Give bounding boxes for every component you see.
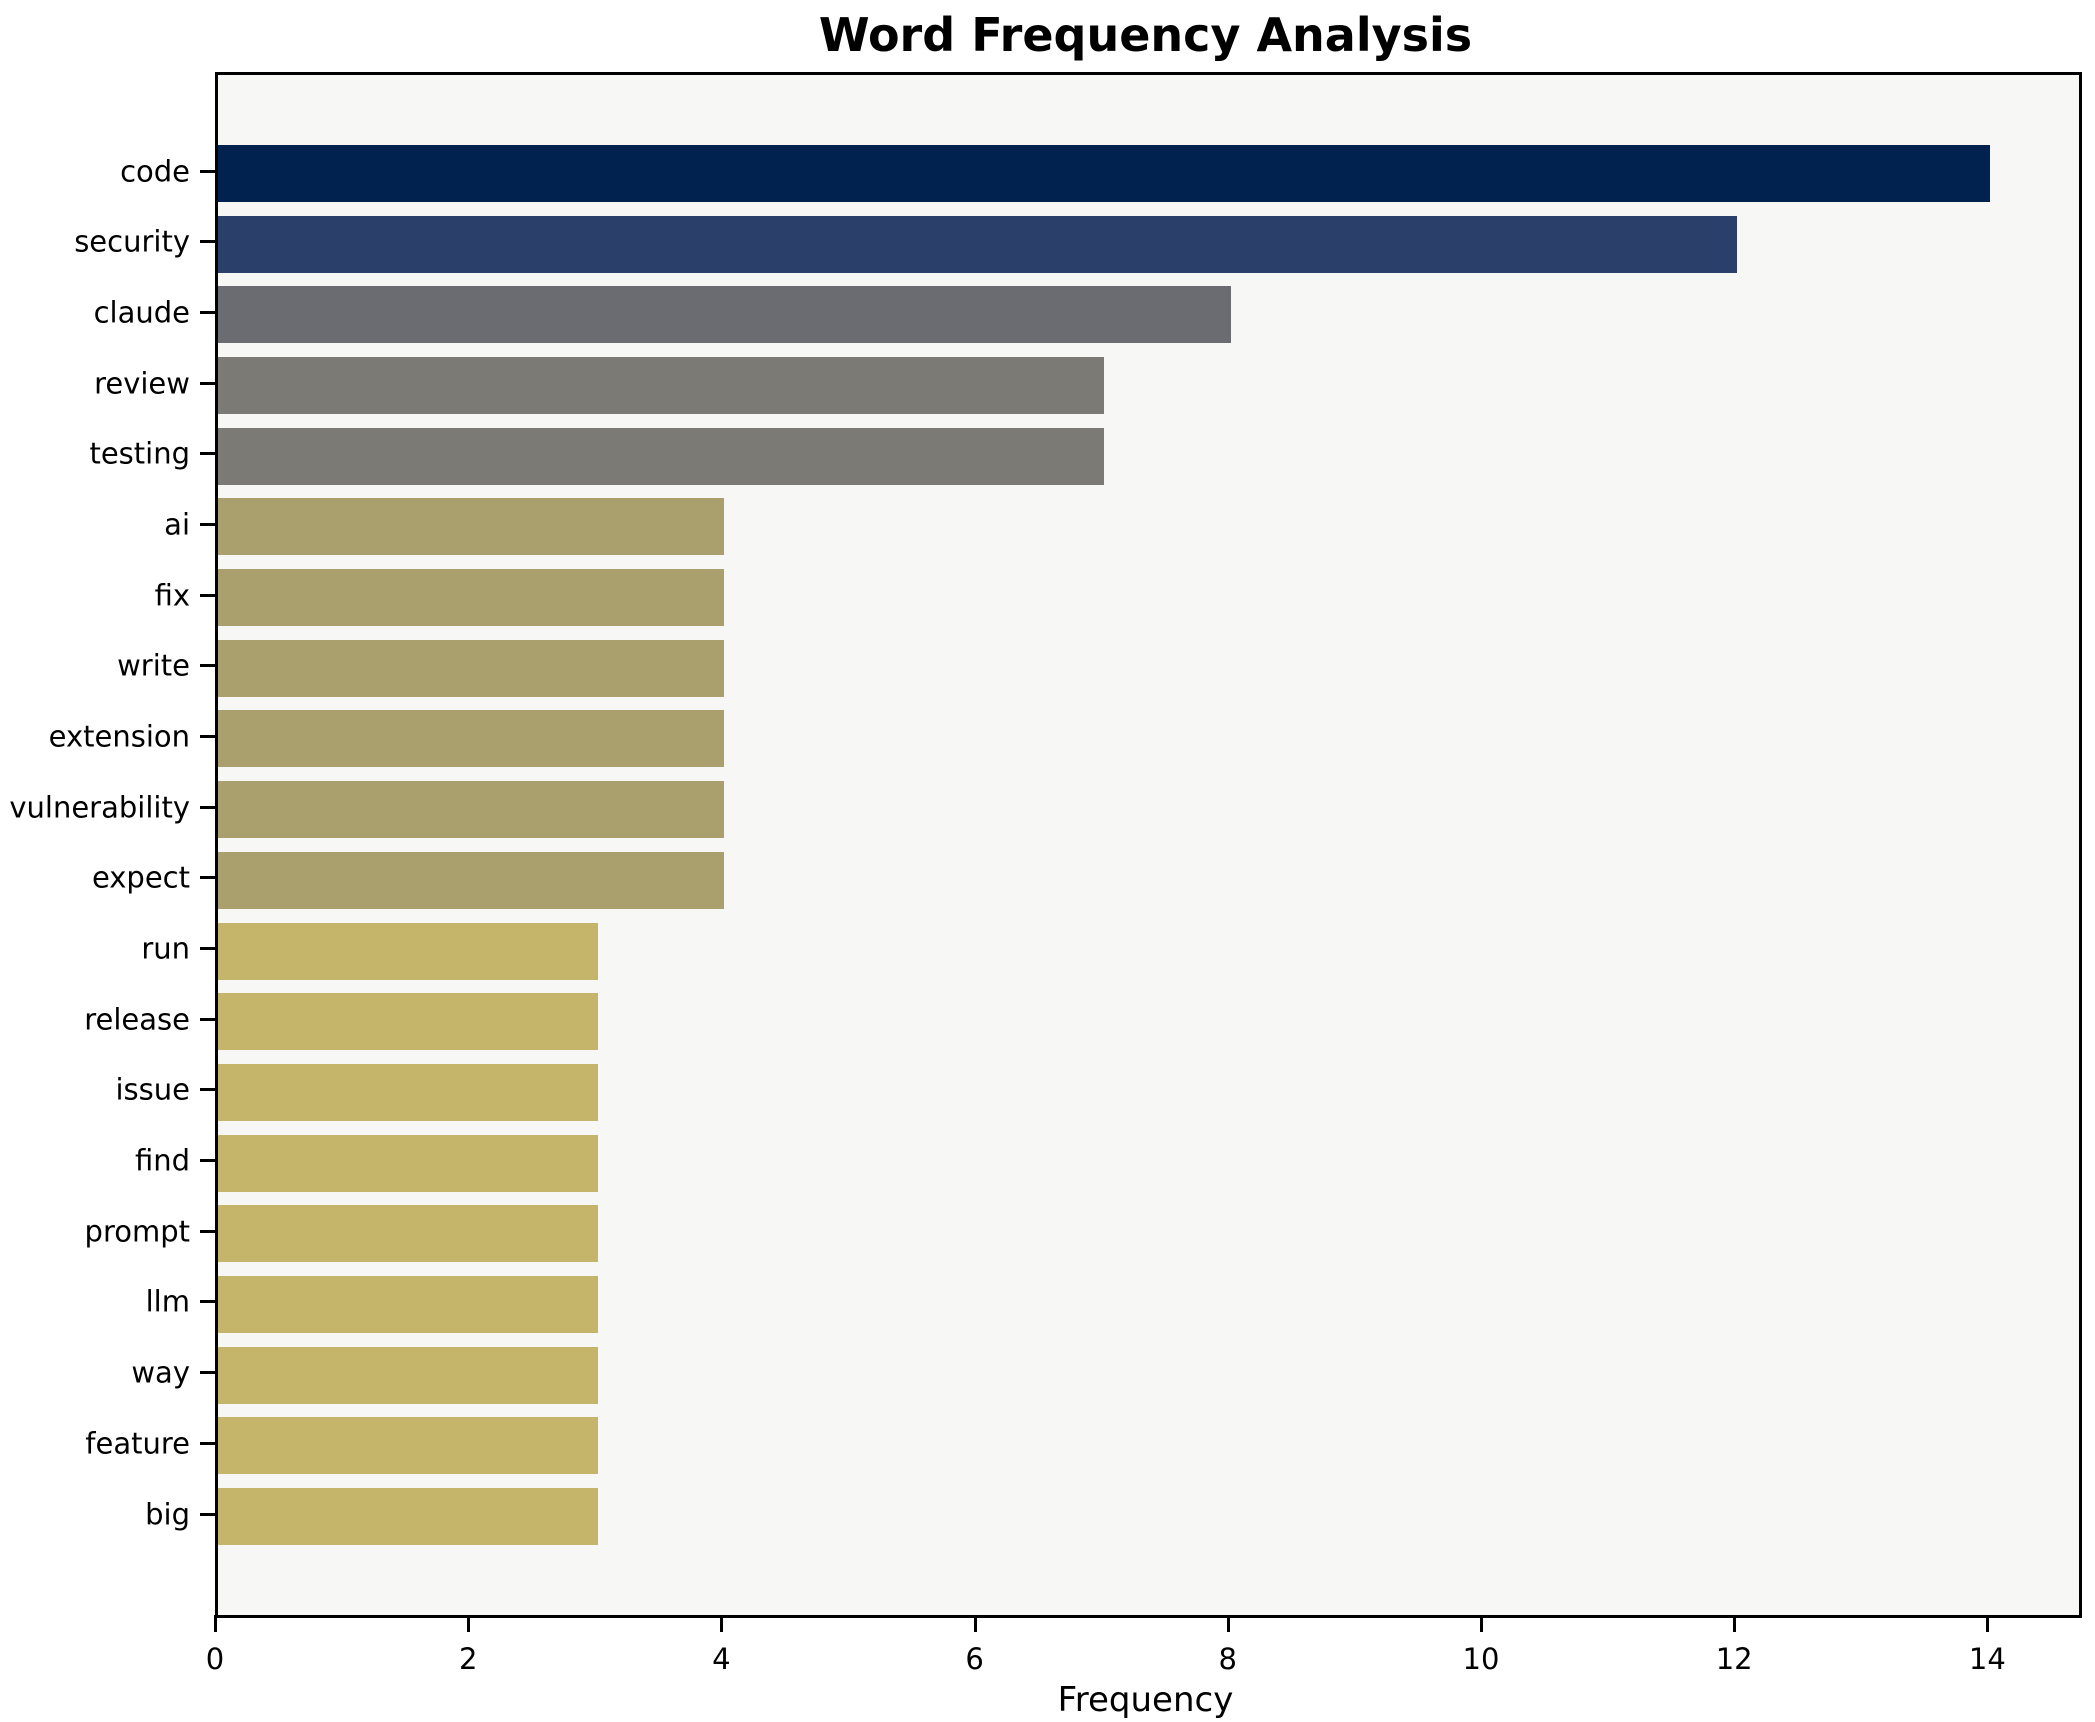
bar-prompt: [218, 1205, 598, 1263]
y-tick-label: security: [74, 224, 190, 259]
bar-run: [218, 922, 598, 980]
bar-vulnerability: [218, 781, 725, 839]
y-tick-mark: [200, 664, 215, 668]
y-tick-mark: [200, 1229, 215, 1233]
x-tick-label: 0: [205, 1642, 225, 1676]
y-tick-label: claude: [93, 295, 190, 330]
y-tick-label: extension: [48, 719, 190, 754]
y-tick-mark: [200, 734, 215, 738]
y-tick-mark: [200, 593, 215, 597]
y-tick-label: code: [120, 154, 190, 188]
y-tick-mark: [200, 1371, 215, 1375]
y-tick-label: vulnerability: [9, 790, 190, 825]
x-tick-label: 12: [1715, 1642, 1753, 1676]
y-tick-label: write: [117, 648, 190, 683]
bar-find: [218, 1134, 598, 1192]
y-tick-mark: [200, 1159, 215, 1163]
y-tick-label: way: [131, 1355, 190, 1390]
chart-title: Word Frequency Analysis: [818, 8, 1473, 62]
x-tick-mark: [1479, 1615, 1483, 1632]
y-tick-label: expect: [91, 860, 190, 895]
x-tick-mark: [467, 1615, 471, 1632]
x-tick-mark: [1733, 1615, 1737, 1632]
y-tick-mark: [200, 169, 215, 173]
bar-ai: [218, 498, 725, 556]
y-tick-label: find: [134, 1143, 190, 1178]
y-tick-mark: [200, 1512, 215, 1516]
bar-security: [218, 215, 1738, 273]
y-tick-label: llm: [145, 1284, 190, 1319]
x-tick-mark: [214, 1615, 217, 1632]
y-tick-label: big: [145, 1497, 190, 1531]
y-tick-mark: [200, 805, 215, 809]
bar-fix: [218, 569, 725, 627]
bar-testing: [218, 427, 1105, 485]
y-tick-mark: [200, 1441, 215, 1445]
y-tick-mark: [200, 310, 215, 314]
bar-code: [218, 145, 1991, 202]
y-tick-mark: [200, 1088, 215, 1092]
y-tick-label: feature: [85, 1426, 190, 1461]
y-tick-mark: [200, 1017, 215, 1021]
bar-expect: [218, 851, 725, 909]
y-tick-label: fix: [154, 578, 190, 613]
bar-review: [218, 357, 1105, 415]
bar-write: [218, 639, 725, 697]
x-tick-label: 6: [965, 1642, 984, 1676]
x-axis-title: Frequency: [1057, 1680, 1234, 1720]
bar-issue: [218, 1063, 598, 1121]
y-tick-label: run: [141, 931, 190, 966]
x-tick-label: 14: [1968, 1642, 2006, 1676]
bar-big: [218, 1488, 598, 1545]
x-tick-label: 10: [1462, 1642, 1500, 1676]
y-tick-mark: [200, 522, 215, 526]
y-tick-mark: [200, 240, 215, 244]
bar-claude: [218, 286, 1231, 344]
y-tick-label: issue: [115, 1072, 191, 1107]
x-tick-label: 4: [712, 1642, 731, 1676]
y-tick-mark: [200, 381, 215, 385]
bar-release: [218, 993, 598, 1051]
bar-extension: [218, 710, 725, 768]
x-tick-mark: [720, 1615, 724, 1632]
y-tick-mark: [200, 452, 215, 456]
x-tick-mark: [973, 1615, 977, 1632]
y-tick-label: testing: [89, 436, 190, 471]
y-tick-label: prompt: [84, 1214, 190, 1249]
y-tick-mark: [200, 876, 215, 880]
y-tick-mark: [200, 947, 215, 951]
y-tick-mark: [200, 1300, 215, 1304]
y-tick-label: release: [84, 1002, 190, 1037]
y-tick-label: review: [94, 366, 190, 401]
x-tick-label: 2: [458, 1642, 478, 1676]
x-tick-mark: [1226, 1615, 1230, 1632]
bar-way: [218, 1346, 598, 1404]
bar-llm: [218, 1275, 598, 1333]
plot-area: [215, 72, 2082, 1618]
bar-feature: [218, 1417, 598, 1475]
y-tick-label: ai: [164, 507, 190, 542]
x-tick-label: 8: [1218, 1642, 1237, 1676]
x-tick-mark: [1986, 1615, 1990, 1632]
